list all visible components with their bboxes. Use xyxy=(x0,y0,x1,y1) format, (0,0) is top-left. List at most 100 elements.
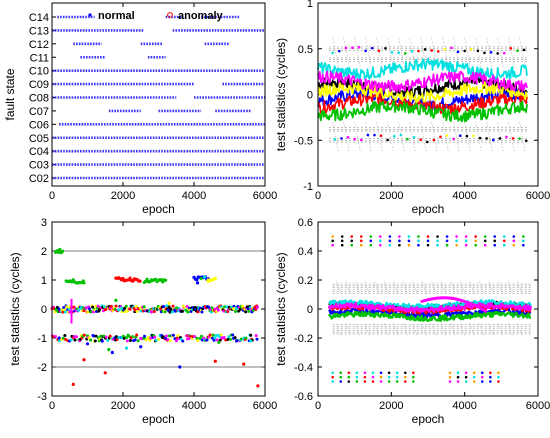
threshold-point xyxy=(384,47,387,50)
lower-point xyxy=(472,380,476,383)
upper-point xyxy=(369,239,373,243)
lower-point xyxy=(497,380,500,383)
y-tick-label: -0.4 xyxy=(294,362,313,374)
threshold-trace xyxy=(475,121,482,152)
lower-point xyxy=(403,371,407,375)
upper-point xyxy=(474,239,477,243)
upper-point xyxy=(512,239,516,243)
band-point-zero xyxy=(124,304,128,308)
band-point-minus-one xyxy=(128,338,132,342)
series-point-5 xyxy=(167,301,171,305)
band-point-zero xyxy=(210,306,214,310)
threshold-point xyxy=(423,48,427,51)
band-point-minus-one xyxy=(187,337,191,341)
threshold-trace xyxy=(488,323,494,337)
test-statistics-panel-2: 0 2000 4000 6000 epoch -3 -2 -1 0 1 2 3 test statist… xyxy=(8,217,277,426)
lower-point xyxy=(355,380,359,383)
lower-point xyxy=(379,375,383,379)
band-point-minus-one xyxy=(72,334,76,338)
cluster-point xyxy=(195,278,199,282)
upper-point xyxy=(417,235,420,238)
band-point-zero xyxy=(62,306,66,310)
threshold-point xyxy=(465,134,469,138)
x-tick-label: 0 xyxy=(315,190,321,202)
threshold-point xyxy=(472,134,475,138)
band-point-minus-one xyxy=(122,336,126,340)
lower-point xyxy=(489,380,492,383)
threshold-trace xyxy=(343,121,350,152)
band-point-minus-one xyxy=(208,333,212,337)
threshold-trace xyxy=(376,37,383,68)
threshold-trace xyxy=(365,121,372,152)
threshold-trace xyxy=(374,323,380,337)
upper-point xyxy=(483,239,487,243)
band-point-zero xyxy=(86,310,90,314)
threshold-trace xyxy=(383,323,390,337)
threshold-trace xyxy=(412,323,418,337)
threshold-trace xyxy=(440,323,447,337)
band-point-zero xyxy=(128,307,132,311)
upper-point xyxy=(464,239,468,243)
lower-point xyxy=(331,380,334,383)
series-point-3 xyxy=(249,339,253,343)
threshold-point xyxy=(337,49,341,53)
cluster-point xyxy=(58,247,62,252)
band-point-minus-one xyxy=(176,333,180,337)
lower-point xyxy=(339,371,343,375)
band-point-minus-one xyxy=(215,338,219,342)
upper-point xyxy=(388,243,392,247)
band-point-zero xyxy=(171,304,175,308)
band-point-minus-one xyxy=(212,338,216,342)
threshold-trace xyxy=(508,121,515,152)
threshold-trace xyxy=(343,37,350,68)
band-point-minus-one xyxy=(144,338,148,342)
threshold-trace xyxy=(374,281,380,295)
y-tick-label: C02 xyxy=(29,173,49,185)
series-point-1 xyxy=(213,359,217,363)
band-point-minus-one xyxy=(211,333,215,337)
threshold-point xyxy=(491,138,495,142)
band-point-zero xyxy=(91,305,95,309)
threshold-point xyxy=(436,50,440,53)
threshold-point xyxy=(419,138,422,141)
band-point-minus-one xyxy=(106,339,110,343)
threshold-trace xyxy=(420,121,427,152)
threshold-point xyxy=(417,49,420,53)
legend-marker-anomaly xyxy=(167,12,173,18)
lower-point xyxy=(480,375,484,379)
series-point-2 xyxy=(195,281,200,285)
series-point-1 xyxy=(82,358,86,362)
band-point-minus-one xyxy=(136,339,140,343)
threshold-point xyxy=(511,137,515,140)
y-tick-label: 0 xyxy=(307,90,313,102)
band-point-zero xyxy=(87,307,91,311)
upper-point xyxy=(350,243,354,247)
threshold-point xyxy=(340,137,343,140)
lower-point xyxy=(387,371,391,375)
band-point-minus-one xyxy=(166,338,170,342)
threshold-trace xyxy=(517,281,523,295)
plot-area xyxy=(52,3,265,186)
band-point-minus-one xyxy=(104,335,108,339)
threshold-point xyxy=(331,51,334,55)
lower-point xyxy=(497,371,500,375)
lower-point xyxy=(464,371,468,375)
threshold-point xyxy=(456,50,460,54)
band-point-minus-one xyxy=(93,339,97,343)
lower-point xyxy=(489,371,492,375)
y-tick-label: -2 xyxy=(37,362,47,374)
threshold-point xyxy=(412,136,416,139)
band-point-zero xyxy=(186,310,190,314)
threshold-trace xyxy=(332,37,339,68)
lower-point xyxy=(347,371,351,375)
band-point-minus-one xyxy=(75,335,79,339)
y-tick-label: 0.5 xyxy=(298,44,313,56)
y-tick-label: C10 xyxy=(29,66,49,78)
y-tick-label: C03 xyxy=(29,160,49,172)
threshold-trace xyxy=(440,281,447,295)
threshold-trace xyxy=(488,281,494,295)
threshold-trace xyxy=(402,281,409,295)
threshold-point xyxy=(386,138,389,142)
band-point-zero xyxy=(152,310,156,314)
